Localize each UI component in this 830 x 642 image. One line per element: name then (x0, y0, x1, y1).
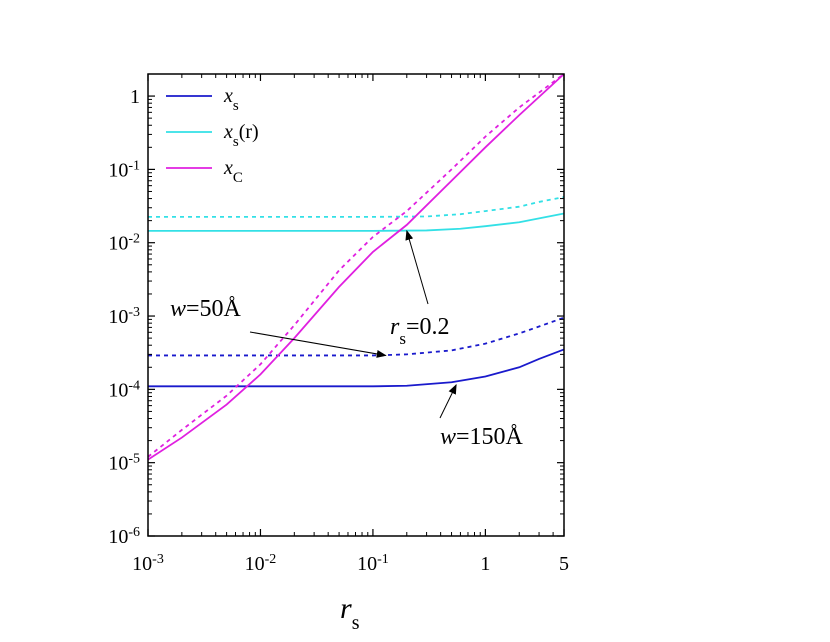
annotation-w150: w=150Å (440, 424, 524, 450)
y-tick-label: 1 (130, 86, 140, 108)
x-tick-label: 5 (559, 553, 569, 575)
annotations: w=50Å rs=0.2 w=150Å (170, 229, 524, 450)
x-tick-label: 10-3 (132, 552, 164, 576)
series-layer (147, 73, 565, 461)
x-axis-label: rs (340, 592, 360, 634)
annotation-rs02: rs=0.2 (390, 314, 450, 348)
x-tick-label: 1 (480, 553, 490, 575)
series-xs-w150 (148, 348, 565, 388)
y-tick-label: 10-5 (108, 451, 140, 475)
series-xsr-w150 (148, 212, 565, 232)
annotation-w50: w=50Å (170, 296, 242, 322)
annotation-arrow-w50 (249, 331, 387, 358)
x-tick-label: 10-1 (357, 552, 389, 576)
legend-label: xC (223, 157, 243, 186)
series-xc-w50 (147, 73, 565, 458)
x-axis-label-group: rs (340, 592, 360, 634)
series-xc-w150 (147, 73, 565, 461)
y-tick-label: 10-6 (108, 525, 140, 549)
legend: xs xs(r) xC (166, 85, 259, 186)
y-tick-label: 10-1 (108, 158, 140, 182)
legend-label: xs(r) (223, 121, 259, 150)
annotation-arrow-rs02 (405, 229, 429, 305)
annotation-arrow-w150 (439, 384, 457, 419)
y-tick-label: 10-2 (108, 231, 140, 255)
ticks-layer: 10-3 10-2 10-1 1 5 1 10-1 10-2 10-3 10-4 10-5 10-6 (108, 73, 569, 576)
y-tick-label: 10-4 (108, 378, 140, 402)
y-tick-label: 10-3 (108, 305, 140, 329)
x-tick-label: 10-2 (245, 552, 277, 576)
legend-label: xs (223, 85, 239, 114)
series-xsr-w50 (148, 196, 565, 218)
series-xs-w50 (148, 316, 565, 357)
